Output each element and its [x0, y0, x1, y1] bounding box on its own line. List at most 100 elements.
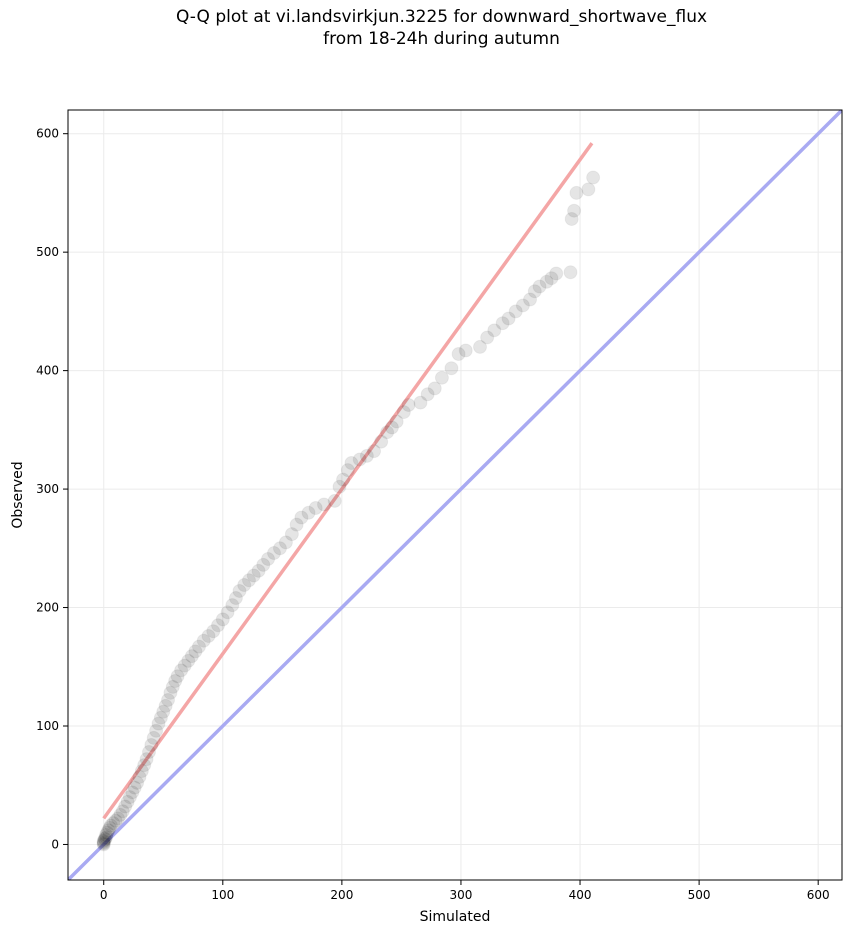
data-point-47	[201, 628, 216, 643]
data-point-100	[532, 279, 547, 294]
data-point-23	[132, 769, 147, 784]
data-point-51	[220, 605, 235, 620]
data-point-77	[367, 444, 382, 459]
x-tick-label-0: 0	[100, 888, 108, 902]
x-tick-label-200: 200	[330, 888, 353, 902]
data-point-75	[352, 452, 367, 467]
data-point-28	[144, 737, 159, 752]
data-point-21	[127, 780, 142, 795]
data-point-59	[256, 557, 271, 572]
data-point-71	[332, 479, 347, 494]
data-point-31	[151, 716, 166, 731]
data-point-106	[567, 203, 582, 218]
data-point-14	[111, 811, 126, 826]
data-point-41	[177, 658, 192, 673]
data-point-27	[141, 745, 156, 760]
y-tick-label-200: 200	[36, 601, 59, 615]
data-point-84	[413, 395, 428, 410]
y-axis-label: Observed	[10, 461, 26, 528]
data-point-5	[97, 831, 112, 846]
data-point-78	[374, 434, 389, 449]
data-point-94	[495, 316, 510, 331]
data-point-30	[149, 723, 164, 738]
data-point-32	[153, 710, 168, 725]
data-point-97	[515, 298, 530, 313]
data-point-63	[278, 535, 293, 550]
data-point-85	[420, 387, 435, 402]
chart-title: Q-Q plot at vi.landsvirkjun.3225 for dow…	[0, 6, 851, 50]
data-point-49	[211, 618, 226, 633]
data-point-43	[184, 649, 199, 664]
data-point-108	[581, 182, 596, 197]
data-point-96	[508, 304, 523, 319]
data-point-93	[487, 323, 502, 338]
data-point-70	[327, 493, 342, 508]
data-point-76	[359, 448, 374, 463]
data-point-55	[237, 578, 252, 593]
data-point-2	[96, 835, 111, 850]
data-point-6	[99, 830, 114, 845]
data-point-15	[113, 807, 128, 822]
x-tick-label-300: 300	[450, 888, 473, 902]
data-point-82	[396, 405, 411, 420]
data-point-48	[206, 624, 221, 639]
data-point-50	[215, 612, 230, 627]
data-point-90	[458, 343, 473, 358]
x-tick-label-400: 400	[569, 888, 592, 902]
data-point-83	[401, 397, 416, 412]
data-point-44	[188, 644, 203, 659]
data-point-3	[96, 833, 111, 848]
data-point-53	[228, 591, 243, 606]
chart-title-line-1: Q-Q plot at vi.landsvirkjun.3225 for dow…	[175, 7, 708, 27]
data-point-54	[232, 583, 247, 598]
data-point-42	[181, 653, 196, 668]
data-point-19	[122, 790, 137, 805]
data-point-34	[158, 698, 173, 713]
data-point-104	[563, 265, 578, 280]
plot-frame	[67, 109, 843, 881]
data-point-107	[569, 185, 584, 200]
fit-line	[102, 142, 594, 820]
data-point-29	[146, 730, 161, 745]
y-tick-label-500: 500	[36, 245, 59, 259]
data-point-10	[102, 820, 117, 835]
data-point-62	[272, 541, 287, 556]
identity-line	[68, 110, 842, 880]
data-point-45	[191, 639, 206, 654]
data-point-102	[544, 271, 559, 286]
data-point-64	[284, 527, 299, 542]
data-point-36	[163, 685, 178, 700]
data-point-101	[539, 274, 554, 289]
data-point-61	[267, 546, 282, 561]
x-axis: 0 100 200 300 400 500 600	[100, 880, 830, 902]
data-point-25	[137, 758, 152, 773]
data-point-92	[480, 330, 495, 345]
data-point-4	[97, 832, 112, 847]
scatter-points	[96, 170, 601, 852]
data-point-99	[527, 284, 542, 299]
data-point-26	[139, 752, 154, 767]
data-point-86	[427, 381, 442, 396]
data-point-35	[161, 692, 176, 707]
data-point-65	[289, 517, 304, 532]
data-point-57	[246, 568, 261, 583]
data-point-58	[251, 563, 266, 578]
data-point-81	[389, 414, 404, 429]
data-point-88	[444, 361, 459, 376]
data-point-7	[99, 827, 114, 842]
data-point-79	[380, 425, 395, 440]
data-point-98	[523, 292, 538, 307]
data-point-13	[108, 813, 123, 828]
chart-title-line-2: from 18-24h during autumn	[323, 29, 560, 49]
x-tick-label-600: 600	[807, 888, 830, 902]
data-point-9	[101, 823, 116, 838]
data-point-73	[340, 463, 355, 478]
data-point-11	[103, 818, 118, 833]
data-point-18	[120, 794, 135, 809]
data-point-89	[451, 347, 466, 362]
data-point-67	[301, 505, 316, 520]
data-point-0	[96, 837, 111, 852]
data-point-60	[261, 551, 276, 566]
y-tick-label-300: 300	[36, 482, 59, 496]
